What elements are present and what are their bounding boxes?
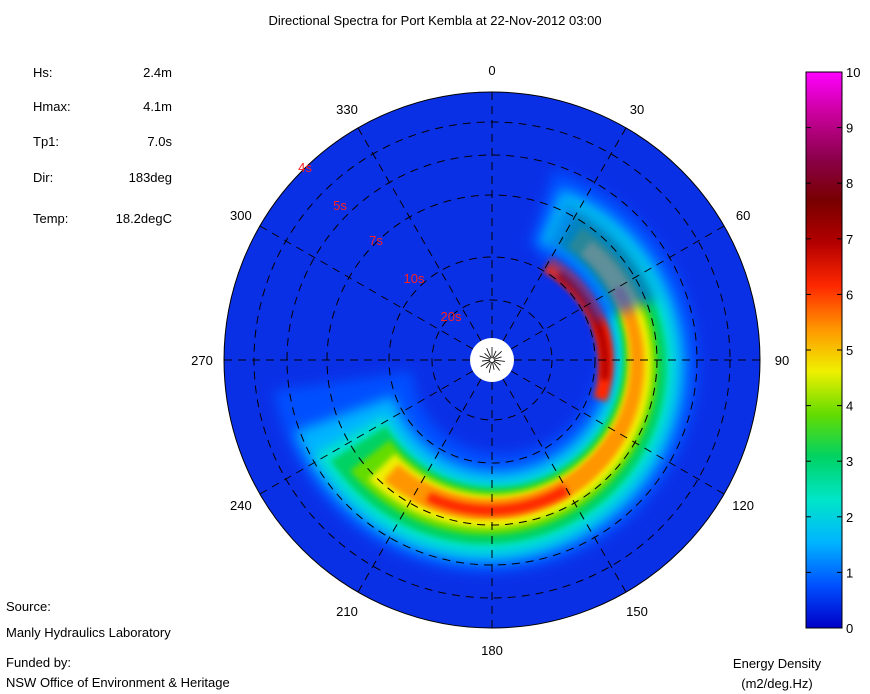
energy-band xyxy=(412,430,624,518)
funded-value: NSW Office of Environment & Heritage xyxy=(6,675,230,690)
source-value: Manly Hydraulics Laboratory xyxy=(6,625,171,640)
stat-value: 7.0s xyxy=(147,134,172,149)
angle-tick-label: 90 xyxy=(775,353,789,368)
energy-field xyxy=(274,169,698,574)
period-ring-label: 4s xyxy=(298,160,312,175)
stat-value: 4.1m xyxy=(143,99,172,114)
colorbar-tick-label: 4 xyxy=(846,399,853,414)
funded-label: Funded by: xyxy=(6,655,72,670)
angle-tick-label: 30 xyxy=(630,102,644,117)
center-ray xyxy=(492,361,500,371)
colorbar-ticks: 0 1 2 3 4 5 6 7 8 9 10 xyxy=(806,65,860,636)
energy-band xyxy=(426,484,570,516)
stat-value: 2.4m xyxy=(143,65,172,80)
center-glyph xyxy=(479,347,505,373)
center-ray xyxy=(485,361,492,369)
source-label: Source: xyxy=(6,599,51,614)
center-ray xyxy=(484,353,491,359)
angle-labels: 0 30 60 90 120 150 180 210 240 270 300 330 xyxy=(191,63,789,658)
colorbar-tick-label: 8 xyxy=(846,176,853,191)
colorbar-tick-label: 2 xyxy=(846,510,853,525)
period-ring-labels: 4s 5s 7s 10s 20s xyxy=(298,160,462,324)
colorbar-label: Energy Density xyxy=(732,656,822,671)
stat-label: Tp1: xyxy=(33,134,60,149)
colorbar-tick-label: 5 xyxy=(846,343,853,358)
stat-label: Temp: xyxy=(33,211,69,226)
colorbar-tick-label: 7 xyxy=(846,232,853,247)
angle-tick-label: 150 xyxy=(626,604,648,619)
stat-label: Hmax: xyxy=(33,99,71,114)
angle-tick-label: 300 xyxy=(230,208,252,223)
center-ray xyxy=(479,355,491,360)
period-ring xyxy=(431,299,553,421)
colorbar-gradient xyxy=(805,71,843,629)
colorbar-tick-label: 6 xyxy=(846,287,853,302)
angle-tick-label: 210 xyxy=(336,604,358,619)
center-ray xyxy=(492,350,497,359)
center-ray xyxy=(482,359,491,362)
stat-value: 18.2degC xyxy=(115,211,172,226)
center-ray xyxy=(493,356,502,360)
stat-label: Dir: xyxy=(33,170,54,185)
colorbar-unit: (m2/deg.Hz) xyxy=(741,676,813,691)
colorbar-tick-label: 3 xyxy=(846,454,853,469)
period-ring-label: 10s xyxy=(404,271,425,286)
angle-tick-label: 120 xyxy=(732,498,754,513)
energy-band xyxy=(383,285,645,519)
colorbar-tick-label: 10 xyxy=(846,65,860,80)
angle-tick-label: 240 xyxy=(230,498,252,513)
stat-value: 183deg xyxy=(128,170,172,185)
colorbar-tick-label: 0 xyxy=(846,621,853,636)
angle-tick-label: 0 xyxy=(488,63,495,78)
center-ray xyxy=(480,360,491,367)
center-ray xyxy=(493,351,502,359)
period-ring-label: 20s xyxy=(441,309,462,324)
colorbar-tick-label: 9 xyxy=(846,121,853,136)
center-ray xyxy=(488,361,492,373)
colorbar-tick-label: 1 xyxy=(846,565,853,580)
center-ray xyxy=(493,360,501,366)
energy-band xyxy=(368,241,652,528)
stat-label: Hs: xyxy=(33,65,53,80)
center-ray xyxy=(493,359,505,362)
energy-band xyxy=(538,201,657,323)
center-ray xyxy=(492,361,495,370)
period-ring-label: 7s xyxy=(369,233,383,248)
chart-title: Directional Spectra for Port Kembla at 2… xyxy=(268,13,602,28)
center-hole xyxy=(470,338,514,382)
center-ray xyxy=(486,347,492,359)
angle-tick-label: 180 xyxy=(481,643,503,658)
period-ring-label: 5s xyxy=(333,198,347,213)
period-ring xyxy=(388,256,596,464)
angle-tick-label: 270 xyxy=(191,353,213,368)
angle-tick-label: 60 xyxy=(736,208,750,223)
angle-tick-label: 330 xyxy=(336,102,358,117)
